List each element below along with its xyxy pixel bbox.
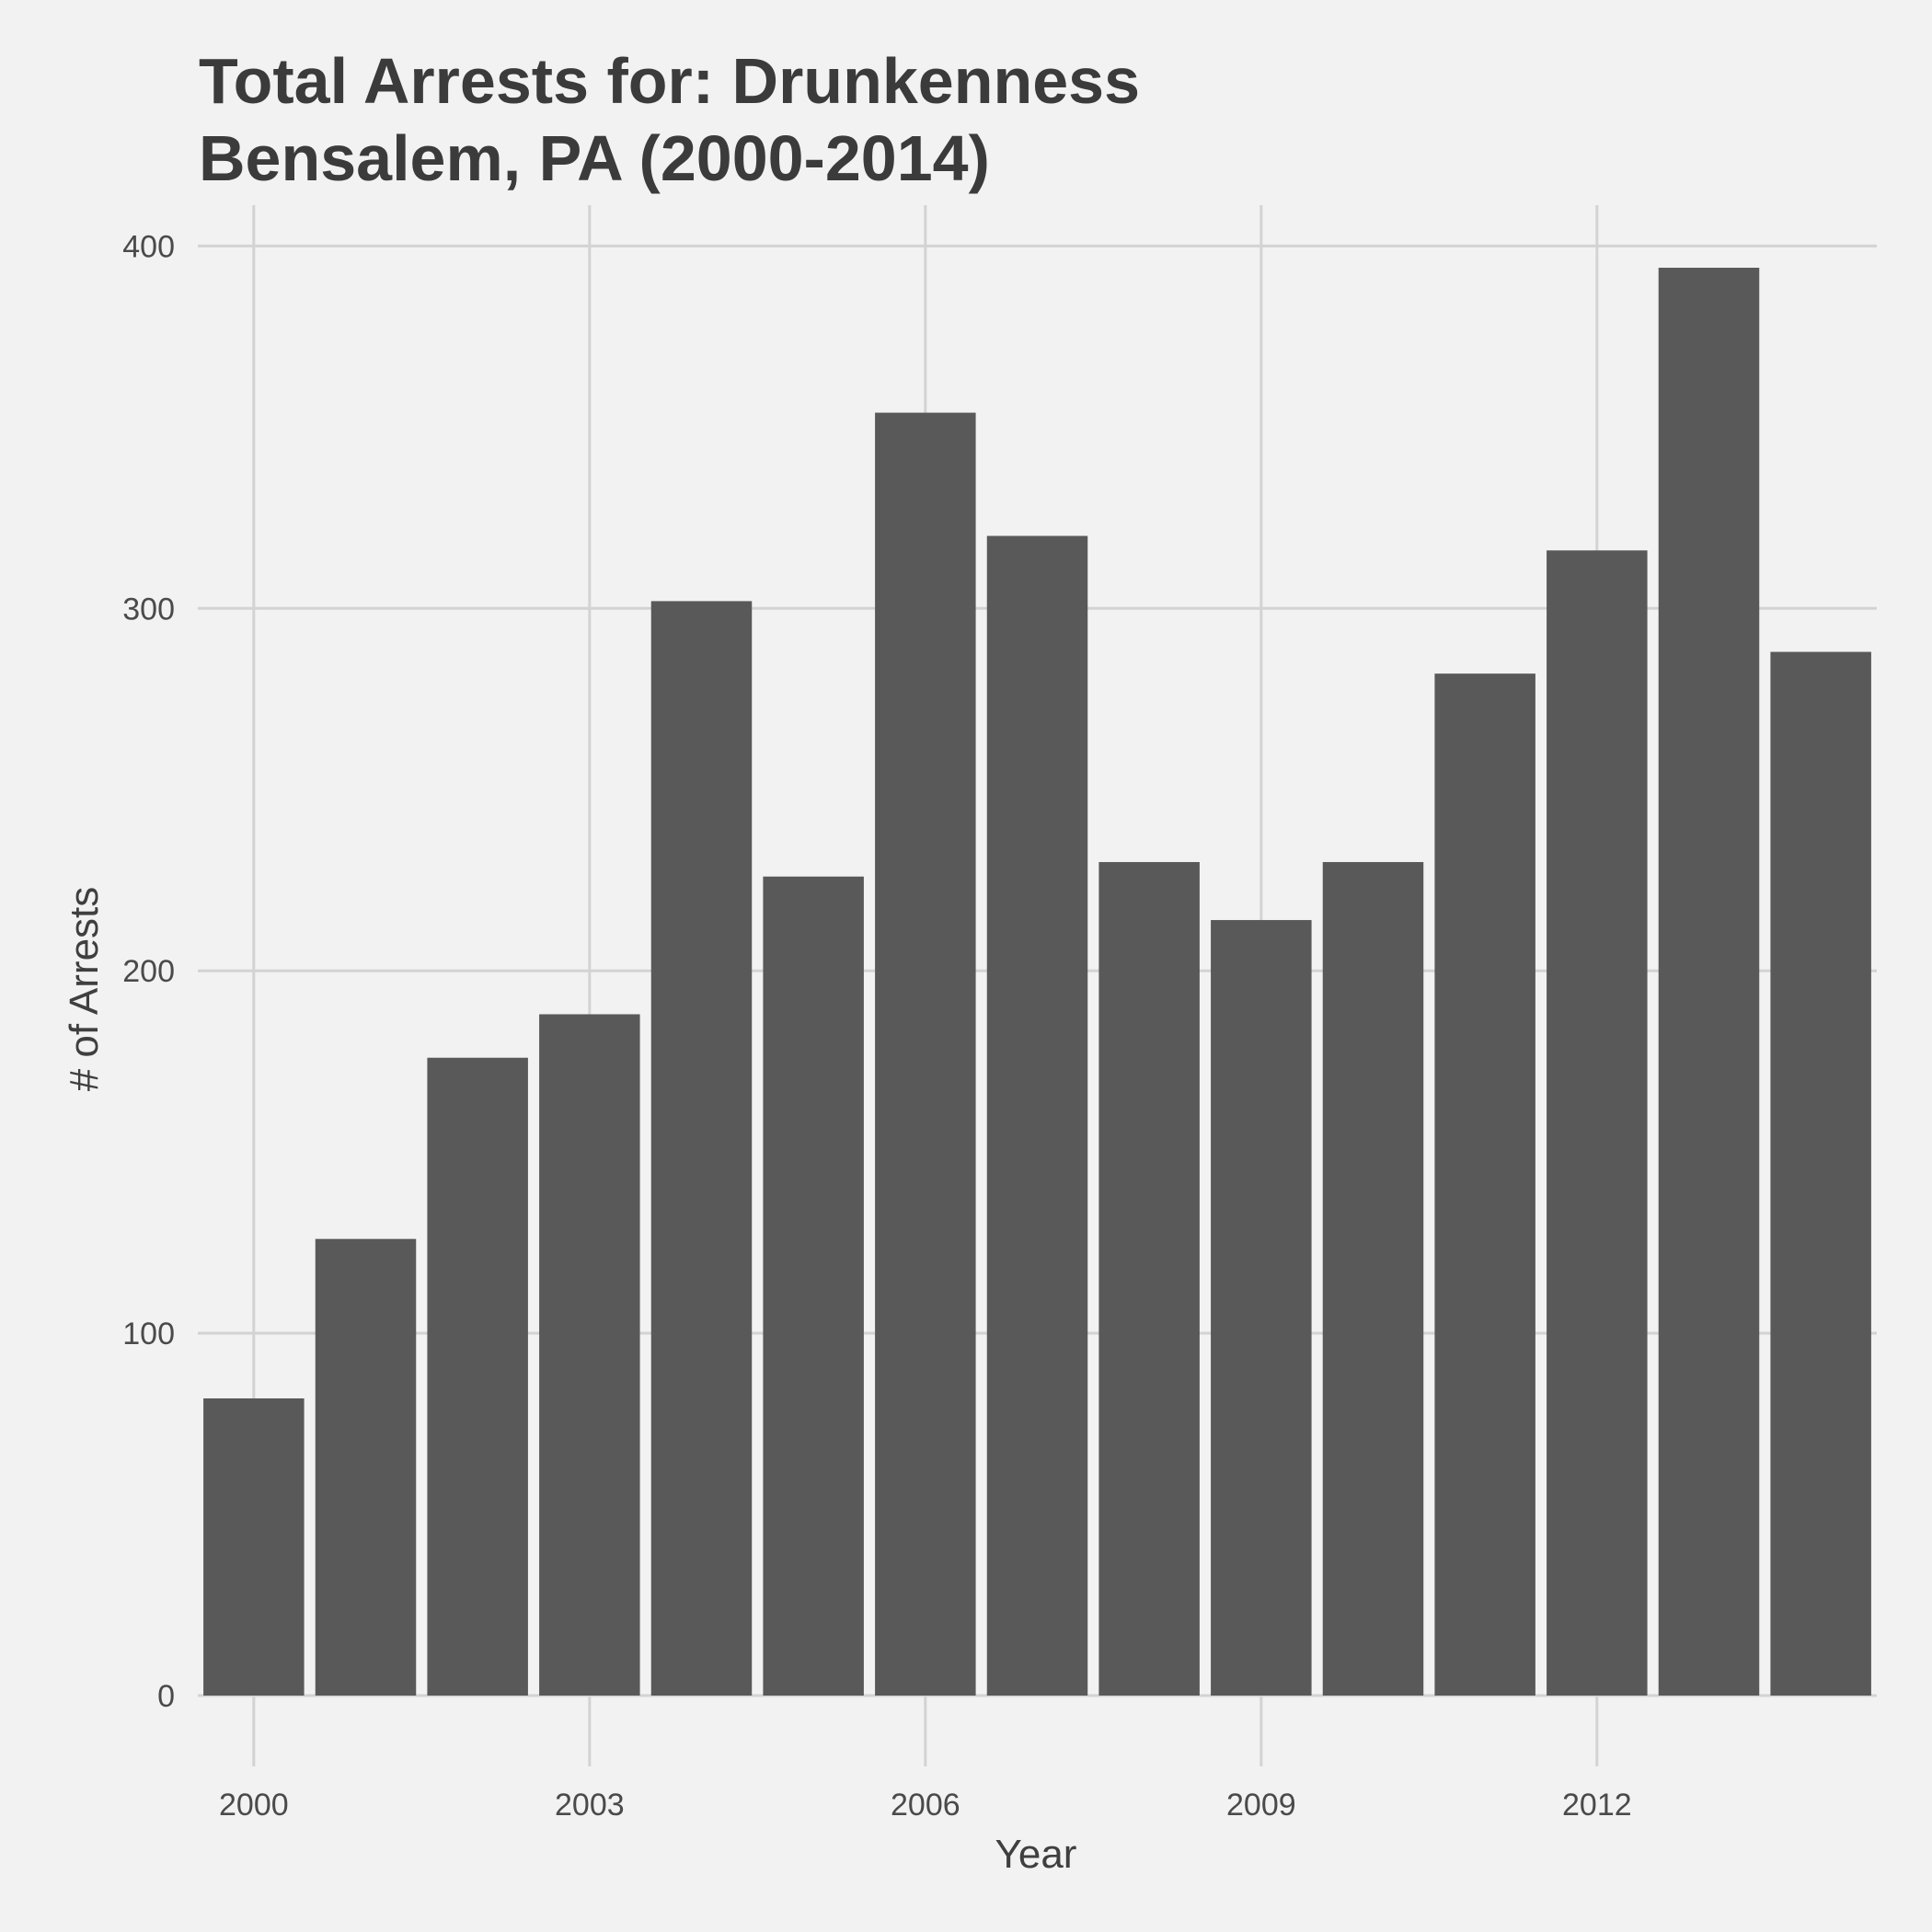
bar-2002 xyxy=(427,1057,528,1696)
x-axis-ticks: 2000 2003 2006 2009 2012 xyxy=(219,1788,1632,1823)
y-tick-label-100: 100 xyxy=(122,1317,175,1351)
bar-2001 xyxy=(315,1238,417,1696)
x-tick-label-2009: 2009 xyxy=(1226,1788,1296,1823)
bar-2005 xyxy=(763,876,864,1696)
bar-2007 xyxy=(986,535,1088,1696)
x-tick-label-2012: 2012 xyxy=(1562,1788,1632,1823)
bar-2012 xyxy=(1547,550,1648,1696)
bar-2009 xyxy=(1211,920,1312,1696)
bar-2010 xyxy=(1322,862,1424,1696)
bar-2014 xyxy=(1770,651,1871,1696)
x-tick-label-2006: 2006 xyxy=(891,1788,960,1823)
x-tick-label-2003: 2003 xyxy=(555,1788,625,1823)
bar-2006 xyxy=(875,412,976,1696)
x-tick-label-2000: 2000 xyxy=(219,1788,289,1823)
y-axis-label: # of Arrests xyxy=(62,887,107,1092)
x-axis-label: Year xyxy=(995,1832,1077,1877)
y-tick-label-300: 300 xyxy=(122,592,175,627)
bar-2008 xyxy=(1098,862,1200,1696)
bar-2011 xyxy=(1434,673,1535,1696)
bar-2000 xyxy=(203,1398,305,1696)
chart-title: Total Arrests for: Drunkenness xyxy=(199,45,1140,117)
y-axis-ticks: 0 100 200 300 400 xyxy=(122,229,175,1714)
bars xyxy=(203,268,1871,1696)
bar-2013 xyxy=(1658,268,1760,1696)
bar-2003 xyxy=(539,1014,640,1696)
y-tick-label-400: 400 xyxy=(122,229,175,264)
chart-subtitle: Bensalem, PA (2000-2014) xyxy=(199,122,990,194)
y-tick-label-200: 200 xyxy=(122,954,175,989)
y-tick-label-0: 0 xyxy=(157,1679,175,1714)
bar-2004 xyxy=(650,601,753,1696)
